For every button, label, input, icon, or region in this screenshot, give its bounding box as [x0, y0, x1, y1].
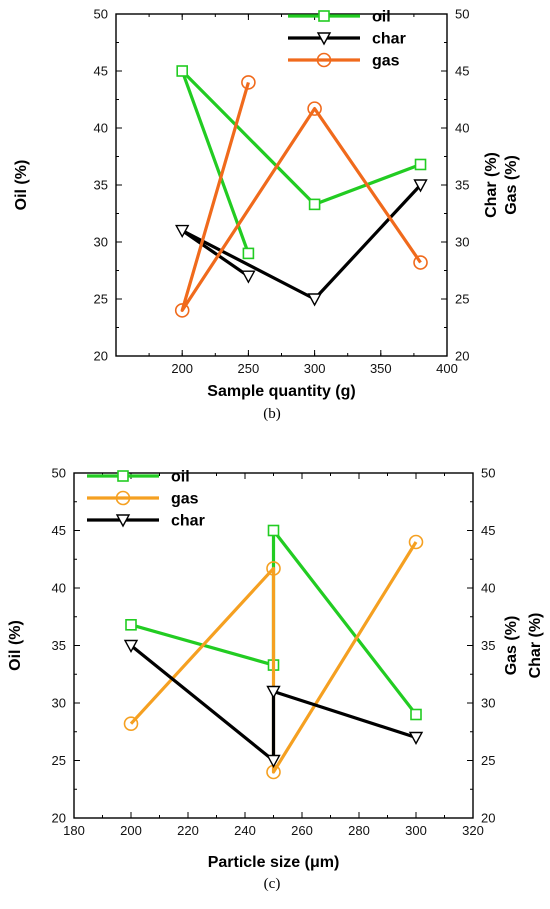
y-tick-label-left: 20: [52, 811, 66, 826]
x-tick-label: 180: [63, 823, 85, 838]
series-oil: [176, 65, 427, 260]
legend-marker-char: [115, 514, 131, 528]
series-char: [123, 639, 424, 768]
data-point-oil: [267, 524, 280, 537]
legend: oil char gas: [288, 9, 406, 70]
y-tick-label-left: 20: [94, 349, 108, 364]
y-tick-label-left: 50: [52, 466, 66, 481]
data-point-gas: [413, 255, 428, 270]
x-tick-label: 260: [291, 823, 313, 838]
data-point-oil: [414, 158, 427, 171]
data-point-char: [408, 731, 424, 745]
x-tick-label: 200: [171, 361, 193, 376]
x-tick-label: 320: [462, 823, 484, 838]
y-tick-label-left: 45: [94, 64, 108, 79]
y-tick-label-left: 25: [52, 753, 66, 768]
y-tick-label-right: 25: [455, 292, 469, 307]
x-tick-label: 240: [234, 823, 256, 838]
series-char: [175, 179, 428, 307]
series-gas: [174, 75, 428, 318]
y-tick-label-right: 45: [481, 523, 495, 538]
series-line-char: [180, 183, 422, 301]
data-point-oil: [242, 247, 255, 260]
y-tick-label-left: 35: [52, 638, 66, 653]
data-point-char: [123, 639, 139, 653]
y-tick-label-right: 20: [481, 811, 495, 826]
data-point-gas: [307, 101, 322, 116]
y-tick-label-left: 25: [94, 292, 108, 307]
legend-marker-gas: [115, 490, 131, 506]
x-axis-label: Sample quantity (g): [207, 383, 355, 400]
data-point-char: [266, 754, 281, 768]
x-tick-label: 400: [436, 361, 458, 376]
legend-label-char: char: [372, 31, 406, 48]
y-tick-label-right: 30: [481, 696, 495, 711]
x-tick-label: 300: [304, 361, 326, 376]
legend-label-char: char: [171, 513, 205, 530]
y-tick-label-right: 30: [455, 235, 469, 250]
chart-panel-b: 20 20 25 25 30 30 35 35 40 40 45 45 50 50 200 250 300 350…: [13, 7, 520, 423]
y-tick-label-left: 50: [94, 7, 108, 22]
x-tick-label: 300: [405, 823, 427, 838]
y-tick-label-right: 50: [481, 466, 495, 481]
y-axis-label-right: Gas (%): [503, 616, 520, 676]
x-tick-label: 200: [120, 823, 142, 838]
series-line-char: [129, 644, 417, 763]
data-point-gas: [174, 303, 190, 318]
legend: oil gas char: [87, 469, 205, 530]
legend-marker-char: [316, 32, 332, 46]
data-point-gas: [241, 75, 256, 90]
y-tick-label-right: 50: [455, 7, 469, 22]
y-tick-label-left: 40: [94, 121, 108, 136]
series-line-gas: [180, 81, 422, 312]
panel-caption: (b): [263, 406, 281, 422]
legend-marker-oil: [318, 10, 330, 22]
y-tick-label-right: 20: [455, 349, 469, 364]
x-tick-label: 250: [238, 361, 260, 376]
data-point-gas: [266, 561, 281, 576]
legend-label-oil: oil: [372, 9, 391, 26]
data-point-char: [413, 179, 428, 193]
series-line-gas: [129, 541, 418, 774]
legend-marker-gas: [316, 52, 332, 68]
y-tick-label-right: 35: [455, 178, 469, 193]
y-tick-label-left: 45: [52, 523, 66, 538]
y-tick-label-right: 35: [481, 638, 495, 653]
panel-caption: (c): [264, 876, 281, 892]
chart-panel-c: 20 20 25 25 30 30 35 35 40 40 45 45 50 50 180 200 220 240…: [7, 466, 544, 893]
y-tick-label-right: 40: [481, 581, 495, 596]
x-tick-label: 220: [177, 823, 199, 838]
legend-label-gas: gas: [171, 491, 199, 508]
data-point-char: [307, 293, 322, 307]
y-tick-label-left: 35: [94, 178, 108, 193]
x-tick-label: 280: [348, 823, 370, 838]
data-point-char: [266, 685, 281, 699]
legend-label-gas: gas: [372, 53, 400, 70]
data-point-oil: [410, 708, 422, 721]
y-tick-label-right: 25: [481, 753, 495, 768]
y-axis-label-right: Char (%): [527, 613, 544, 679]
x-tick-label: 350: [370, 361, 392, 376]
y-tick-label-right: 40: [455, 121, 469, 136]
x-axis-label: Particle size (μm): [208, 854, 340, 871]
legend-marker-oil: [117, 470, 129, 482]
data-point-char: [175, 224, 190, 239]
series-line-oil: [180, 69, 422, 254]
data-point-gas: [123, 716, 139, 732]
y-tick-label-right: 45: [455, 64, 469, 79]
y-axis-label-right: Char (%): [483, 152, 500, 218]
data-point-gas: [408, 534, 424, 550]
y-tick-label-left: 40: [52, 581, 66, 596]
y-axis-label-left: Oil (%): [7, 620, 24, 671]
y-tick-label-left: 30: [52, 696, 66, 711]
data-point-oil: [176, 65, 188, 77]
data-point-char: [241, 270, 256, 284]
data-point-oil: [308, 198, 321, 211]
data-point-oil: [125, 618, 137, 631]
y-tick-label-left: 30: [94, 235, 108, 250]
y-axis-label-right: Gas (%): [503, 155, 520, 215]
legend-label-oil: oil: [171, 469, 190, 486]
y-axis-label-left: Oil (%): [13, 160, 30, 211]
